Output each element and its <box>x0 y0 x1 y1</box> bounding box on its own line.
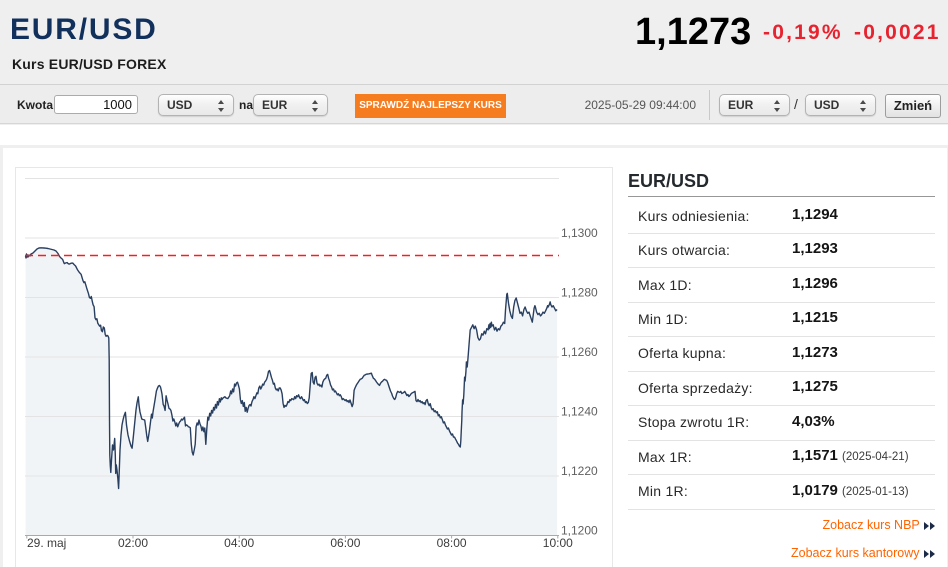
svg-text:02:00: 02:00 <box>118 536 148 550</box>
svg-text:08:00: 08:00 <box>437 536 467 550</box>
svg-text:06:00: 06:00 <box>330 536 360 550</box>
svg-text:1,1220: 1,1220 <box>561 464 598 478</box>
svg-text:04:00: 04:00 <box>224 536 254 550</box>
svg-text:29. maj: 29. maj <box>27 536 66 550</box>
svg-text:10:00: 10:00 <box>543 536 573 550</box>
svg-text:1,1200: 1,1200 <box>561 524 598 538</box>
svg-text:1,1240: 1,1240 <box>561 405 598 419</box>
svg-text:1,1280: 1,1280 <box>561 286 598 300</box>
svg-text:1,1300: 1,1300 <box>561 226 598 240</box>
svg-text:1,1260: 1,1260 <box>561 345 598 359</box>
